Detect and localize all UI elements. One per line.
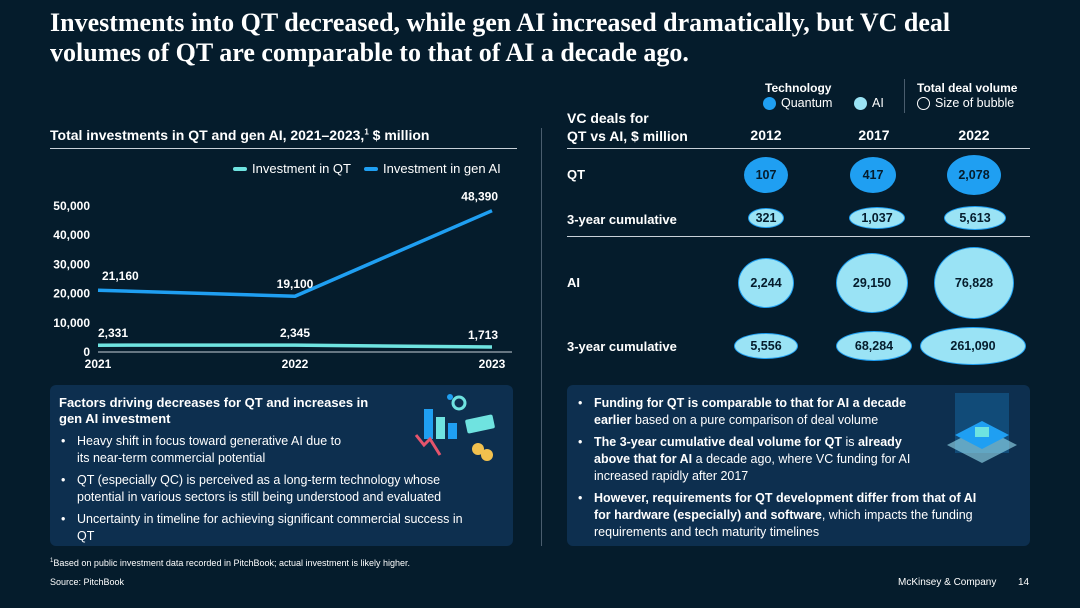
right-bullet-2-bold2: already above that for AI	[594, 435, 902, 466]
footnote-sup: 1	[50, 558, 54, 564]
series-line-genai	[97, 209, 493, 298]
bubble-ai-cum-2022: 261,090	[920, 327, 1026, 365]
vc-heading-line2: QT vs AI, $ million	[567, 128, 688, 144]
key-divider	[904, 79, 905, 113]
key-technology-title: Technology	[765, 81, 832, 95]
bubble-qt-cum-2012: 321	[748, 208, 784, 228]
key-ai-label: AI	[872, 96, 884, 110]
legend-swatch-genai	[364, 166, 378, 171]
bubble-ai-cum-2017: 68,284	[836, 331, 912, 361]
key-size: Size of bubble	[917, 96, 1014, 110]
row-label-qt: QT	[567, 167, 586, 182]
bubble-qt-2012: 107	[744, 157, 788, 193]
ai-swatch-icon	[854, 96, 867, 110]
right-bullet-2: The 3-year cumulative deal volume for QT…	[576, 434, 936, 485]
right-insights-panel: Funding for QT is comparable to that for…	[567, 385, 1030, 546]
column-divider	[541, 128, 542, 546]
col-year-2022: 2022	[958, 127, 990, 143]
legend-swatch-qt	[233, 166, 247, 171]
bubble-outline-icon	[917, 96, 930, 110]
vc-heading: VC deals for QT vs AI, $ million	[567, 109, 688, 145]
bubble-qt-cum-2022: 5,613	[944, 206, 1006, 230]
bubble-qt-2022: 2,078	[947, 155, 1001, 195]
data-label: 2,345	[280, 326, 310, 340]
col-year-2017: 2017	[858, 127, 890, 143]
row-label-qt-cumulative: 3-year cumulative	[567, 212, 677, 227]
y-tick-label: 0	[83, 345, 90, 359]
bubble-qt-cum-2017: 1,037	[849, 207, 905, 229]
left-factors-panel: Factors driving decreases for QT and inc…	[50, 385, 513, 546]
left-panel-heading: Factors driving decreases for QT and inc…	[59, 395, 369, 426]
x-tick-label: 2021	[85, 357, 112, 371]
col-year-2012: 2012	[750, 127, 782, 143]
line-chart-heading-unit: $ million	[368, 127, 430, 143]
left-bullet-1: Heavy shift in focus toward generative A…	[59, 433, 349, 467]
source-note: Source: PitchBook	[50, 577, 125, 587]
x-tick-label: 2022	[282, 357, 309, 371]
legend-item-genai: Investment in gen AI	[364, 161, 501, 176]
x-tick-label: 2023	[479, 357, 506, 371]
quantum-chip-icon	[947, 393, 1017, 463]
series-line-qt	[97, 343, 493, 349]
y-tick-label: 10,000	[53, 316, 90, 330]
brand-name: McKinsey & Company	[898, 577, 997, 588]
bubble-ai-2017: 29,150	[836, 253, 908, 313]
key-quantum: Quantum	[763, 96, 832, 110]
footnote-marker: 1	[364, 127, 369, 137]
key-ai: AI	[854, 96, 884, 110]
key-quantum-label: Quantum	[781, 96, 833, 110]
bubble-ai-cum-2012: 5,556	[734, 333, 798, 359]
footnote: 1Based on public investment data recorde…	[50, 558, 410, 568]
right-bullet-3-rest: , which impacts the funding requirements…	[594, 508, 973, 539]
line-chart-heading: Total investments in QT and gen AI, 2021…	[50, 127, 429, 143]
right-bullet-1-rest: based on a pure comparison of deal volum…	[631, 413, 879, 427]
y-tick-label: 50,000	[53, 199, 90, 213]
legend-label-qt: Investment in QT	[252, 161, 351, 176]
right-bullet-3: However, requirements for QT development…	[576, 490, 986, 541]
vc-heading-line1: VC deals for	[567, 110, 649, 126]
y-tick-label: 40,000	[53, 228, 90, 242]
right-bullet-3-bold: However, requirements for QT development…	[594, 491, 977, 522]
bubble-ai-2022: 76,828	[934, 247, 1014, 319]
line-chart-heading-text: Total investments in QT and gen AI, 2021…	[50, 127, 365, 143]
data-label: 48,390	[461, 190, 498, 204]
data-label: 21,160	[102, 269, 139, 283]
legend-label-genai: Investment in gen AI	[383, 161, 501, 176]
left-bullet-3: Uncertainty in timeline for achieving si…	[59, 511, 479, 545]
y-tick-label: 30,000	[53, 257, 90, 271]
data-label: 2,331	[98, 326, 128, 340]
data-label: 19,100	[277, 277, 314, 291]
right-bullet-1-bold: Funding for QT is comparable to that for…	[594, 396, 907, 427]
line-chart-rule	[50, 148, 517, 149]
bubble-qt-2017: 417	[850, 157, 896, 193]
page-title: Investments into QT decreased, while gen…	[50, 8, 951, 67]
investment-decline-icon	[414, 394, 495, 461]
footnote-text: Based on public investment data recorded…	[53, 558, 411, 568]
right-bullet-2-bold: The 3-year cumulative deal volume for QT	[594, 435, 842, 449]
key-size-label: Size of bubble	[935, 96, 1015, 110]
y-tick-label: 20,000	[53, 287, 90, 301]
row-label-ai: AI	[567, 275, 580, 290]
data-label: 1,713	[468, 328, 498, 342]
legend-item-qt: Investment in QT	[233, 161, 351, 176]
row-label-ai-cumulative: 3-year cumulative	[567, 339, 677, 354]
vc-rule-mid	[567, 236, 1030, 237]
key-volume-title: Total deal volume	[917, 81, 1018, 95]
right-bullet-2-mid: is	[842, 435, 858, 449]
quantum-swatch-icon	[763, 96, 776, 110]
bubble-ai-2012: 2,244	[738, 258, 794, 308]
left-bullet-2: QT (especially QC) is perceived as a lon…	[59, 472, 479, 506]
line-chart: 0 10,000 20,000 30,000 40,000 50,000 2021 2022 2…	[53, 190, 512, 371]
right-bullet-2-rest: a decade ago, where VC funding for AI in…	[594, 452, 911, 483]
page-number: 14	[1018, 577, 1030, 588]
vc-rule-top	[567, 148, 1030, 149]
right-bullet-1: Funding for QT is comparable to that for…	[576, 395, 936, 429]
